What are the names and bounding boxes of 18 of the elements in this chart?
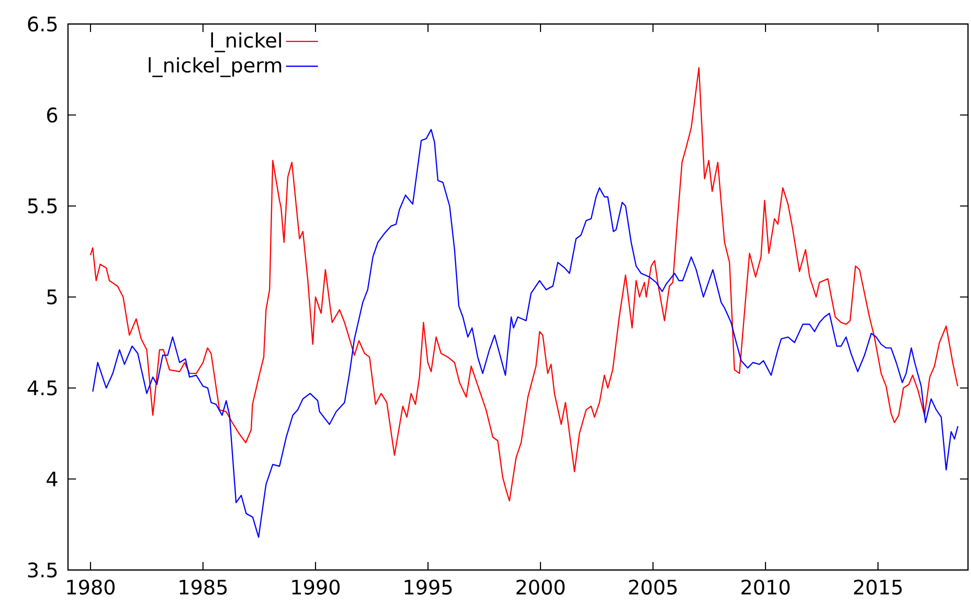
x-tick-label: 2010	[742, 580, 790, 595]
y-tick-label: 5	[47, 290, 57, 304]
y-tick-label: 3.5	[28, 562, 57, 578]
y-tick-label: 5.5	[28, 198, 57, 214]
y-tick-label: 4	[46, 472, 58, 486]
line-series	[92, 128, 958, 538]
x-tick-label: 2005	[629, 580, 677, 595]
x-tick-label: 1985	[180, 580, 227, 595]
x-tick-label: 1990	[292, 580, 340, 595]
x-tick-label: 2000	[516, 580, 565, 595]
x-tick-label: 2015	[854, 580, 902, 595]
y-tick-label: 6.5	[28, 16, 57, 32]
legend-label: l_nickel	[211, 32, 281, 52]
y-tick-label: 4.5	[28, 380, 57, 396]
x-tick-label: 1980	[67, 580, 115, 595]
x-tick-label: 1995	[404, 580, 452, 595]
legend-label: l_nickel_perm	[148, 57, 282, 78]
y-tick-label: 6	[47, 107, 58, 123]
